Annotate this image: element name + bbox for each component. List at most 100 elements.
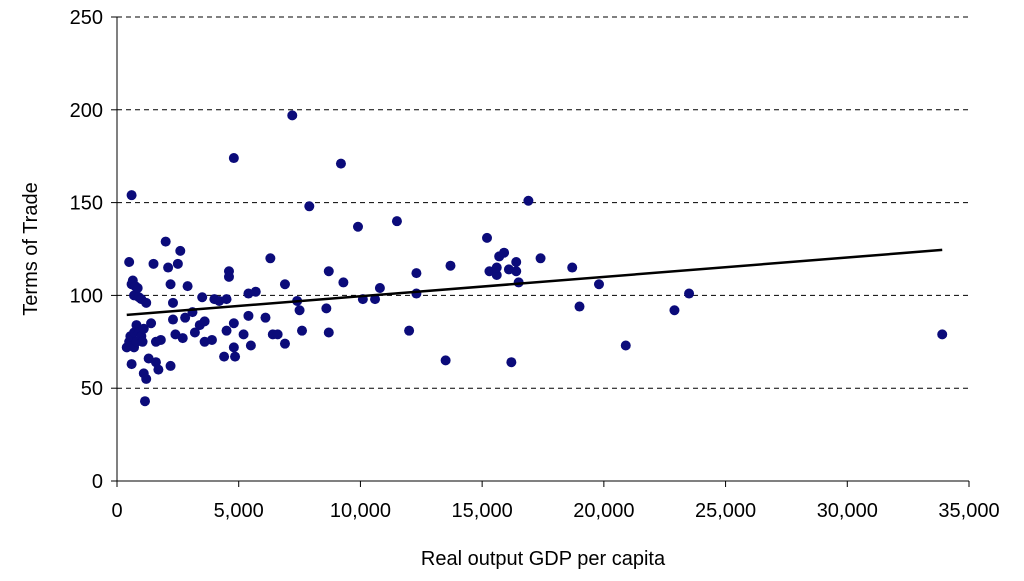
data-point xyxy=(491,262,502,273)
x-tick-label: 35,000 xyxy=(938,500,999,522)
data-point xyxy=(138,323,149,334)
data-point xyxy=(445,260,456,271)
data-point xyxy=(335,158,346,169)
data-point xyxy=(250,286,261,297)
data-point xyxy=(175,245,186,256)
y-tick-label: 200 xyxy=(70,100,103,122)
data-points xyxy=(121,110,948,407)
data-point xyxy=(228,153,239,164)
data-point xyxy=(620,340,631,351)
data-point xyxy=(411,268,422,279)
data-point xyxy=(338,277,349,288)
data-point xyxy=(165,360,176,371)
data-point xyxy=(669,305,680,316)
data-point xyxy=(440,355,451,366)
data-point xyxy=(126,359,137,370)
y-tick-label: 250 xyxy=(70,7,103,29)
data-point xyxy=(321,303,332,314)
data-point xyxy=(141,297,152,308)
data-point xyxy=(411,288,422,299)
data-point xyxy=(574,301,585,312)
data-point xyxy=(684,288,695,299)
x-tick-label: 10,000 xyxy=(330,500,391,522)
data-point xyxy=(391,216,402,227)
data-point xyxy=(189,327,200,338)
data-point xyxy=(199,316,210,327)
data-point xyxy=(221,294,232,305)
data-point xyxy=(163,262,174,273)
x-tick-label: 5,000 xyxy=(214,500,264,522)
data-point xyxy=(294,305,305,316)
x-tick-label: 30,000 xyxy=(817,500,878,522)
x-axis-ticks: 0 5,000 10,000 15,000 20,000 25,000 30,000 35,0… xyxy=(111,481,1000,522)
data-point xyxy=(404,325,415,336)
data-point xyxy=(141,373,152,384)
y-tick-label: 50 xyxy=(81,378,103,400)
data-point xyxy=(221,325,232,336)
data-point xyxy=(167,297,178,308)
y-tick-label: 0 xyxy=(92,471,103,493)
data-point xyxy=(482,232,493,243)
data-point xyxy=(374,282,385,293)
y-axis-ticks: 0 50 100 150 200 250 xyxy=(70,7,117,493)
data-point xyxy=(139,396,150,407)
data-point xyxy=(297,325,308,336)
data-point xyxy=(323,327,334,338)
data-point xyxy=(180,312,191,323)
data-point xyxy=(323,266,334,277)
x-tick-label: 20,000 xyxy=(573,500,634,522)
data-point xyxy=(265,253,276,264)
data-point xyxy=(937,329,948,340)
data-point xyxy=(228,342,239,353)
data-point xyxy=(148,258,159,269)
x-tick-label: 25,000 xyxy=(695,500,756,522)
data-point xyxy=(260,312,271,323)
data-point xyxy=(146,318,157,329)
data-point xyxy=(165,279,176,290)
data-point xyxy=(491,269,502,280)
data-point xyxy=(279,338,290,349)
data-point xyxy=(535,253,546,264)
data-point xyxy=(279,279,290,290)
data-point xyxy=(567,262,578,273)
data-point xyxy=(352,221,363,232)
data-point xyxy=(155,334,166,345)
x-tick-label: 15,000 xyxy=(452,500,513,522)
data-point xyxy=(160,236,171,247)
data-point xyxy=(124,256,135,267)
y-axis-title: Terms of Trade xyxy=(20,182,42,315)
data-point xyxy=(126,190,137,201)
data-point xyxy=(243,310,254,321)
data-point xyxy=(304,201,315,212)
x-tick-label: 0 xyxy=(111,500,122,522)
data-point xyxy=(197,292,208,303)
data-point xyxy=(245,340,256,351)
data-point xyxy=(499,247,510,258)
data-point xyxy=(153,364,164,375)
data-point xyxy=(228,318,239,329)
data-point xyxy=(219,351,230,362)
data-point xyxy=(182,281,193,292)
data-point xyxy=(177,333,188,344)
trendline xyxy=(126,248,943,317)
data-point xyxy=(523,195,534,206)
data-point xyxy=(230,351,241,362)
data-point xyxy=(511,256,522,267)
data-point xyxy=(287,110,298,121)
data-point xyxy=(167,314,178,325)
data-point xyxy=(370,294,381,305)
gridlines xyxy=(117,16,969,389)
data-point xyxy=(272,329,283,340)
x-axis-title: Real output GDP per capita xyxy=(421,548,666,570)
data-point xyxy=(132,282,143,293)
data-point xyxy=(223,271,234,282)
data-point xyxy=(593,279,604,290)
y-tick-label: 150 xyxy=(70,193,103,215)
data-point xyxy=(511,266,522,277)
data-point xyxy=(506,357,517,368)
data-point xyxy=(172,258,183,269)
data-point xyxy=(137,336,148,347)
data-point xyxy=(238,329,249,340)
data-point xyxy=(206,334,217,345)
